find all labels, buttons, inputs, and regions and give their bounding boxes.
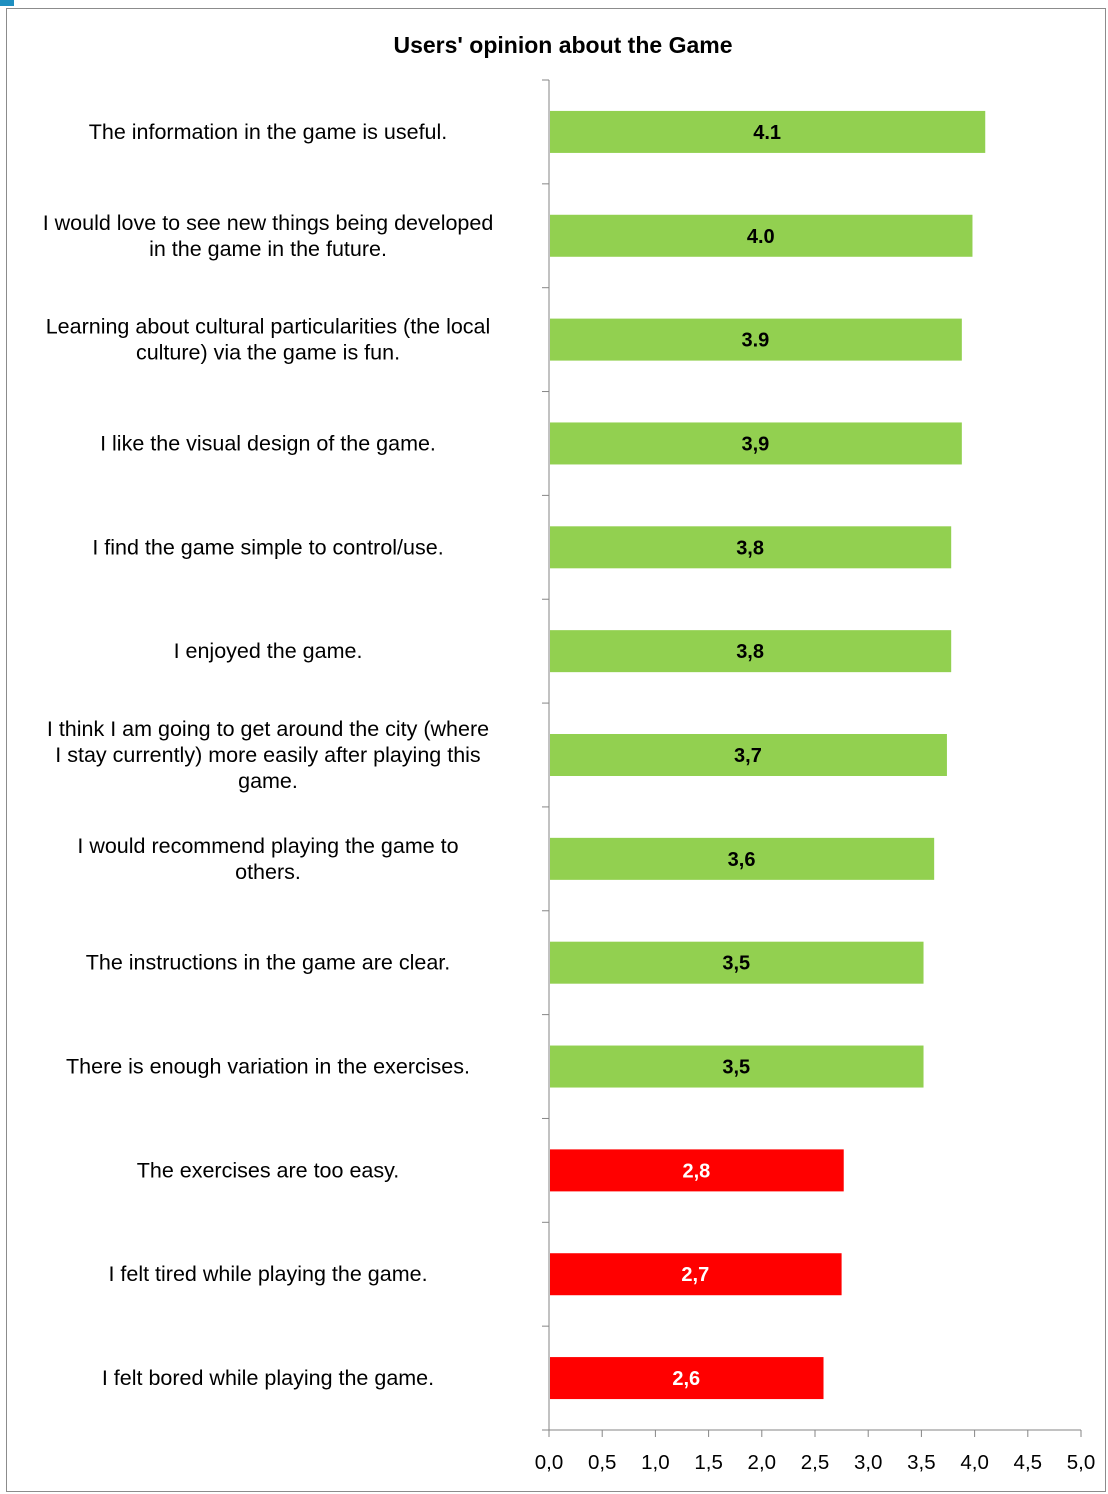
category-label-line: I find the game simple to control/use.	[92, 535, 443, 559]
axis-layer: 0,0 0,5 1,0 1,5 2,0 2,5 3,0 3,5 4,0 4,5 5,0	[535, 79, 1096, 1474]
bar	[550, 837, 935, 880]
category-label: I enjoyed the game.	[174, 639, 363, 663]
data-label: 2,6	[672, 1368, 700, 1390]
bar	[550, 110, 986, 153]
bar	[550, 214, 973, 257]
corner-accent-mark	[0, 0, 14, 6]
data-label: 4.0	[747, 226, 775, 248]
category-label-line: The exercises are too easy.	[137, 1158, 400, 1182]
category-label-line: Learning about cultural particularities …	[46, 315, 491, 339]
category-label: I would recommend playing the game to oth…	[77, 834, 458, 884]
data-label: 2,8	[682, 1160, 710, 1182]
x-tick-label: 2,0	[748, 1451, 777, 1474]
bar-layer: 4.1 4.0 3.9 3,9 3,8 3,8 3,7 3,6 3,5 3,5 2,8 2,7 2,6	[550, 110, 986, 1400]
x-tick-label: 4,5	[1014, 1451, 1043, 1474]
category-label-line: The information in the game is useful.	[89, 120, 448, 144]
category-label-line: The instructions in the game are clear.	[86, 951, 451, 975]
data-label: 3,6	[728, 849, 756, 871]
x-tick-label: 3,0	[854, 1451, 883, 1474]
bar	[550, 1149, 844, 1192]
category-label-line: I think I am going to get around the cit…	[47, 717, 489, 741]
category-label-line: There is enough variation in the exercis…	[66, 1055, 470, 1079]
x-tick-label: 4,0	[960, 1451, 989, 1474]
chart-title: Users' opinion about the Game	[393, 32, 732, 58]
category-label: Learning about cultural particularities …	[46, 315, 491, 365]
data-label: 3,8	[736, 641, 764, 663]
x-tick-label: 5,0	[1067, 1451, 1096, 1474]
category-label-layer: The information in the game is useful. I …	[43, 120, 494, 1390]
bar	[550, 941, 924, 984]
category-label-line: I felt tired while playing the game.	[108, 1262, 427, 1286]
data-label: 3,5	[722, 1057, 750, 1079]
category-label: I felt tired while playing the game.	[108, 1262, 427, 1286]
category-label: I felt bored while playing the game.	[102, 1366, 434, 1390]
bar	[550, 526, 952, 569]
x-tick-label: 3,5	[907, 1451, 936, 1474]
data-label: 3,8	[736, 537, 764, 559]
data-label: 2,7	[681, 1264, 709, 1286]
category-label-line: I like the visual design of the game.	[100, 431, 436, 455]
bar	[550, 1045, 924, 1088]
category-label-line: game.	[238, 769, 298, 793]
data-label: 3,5	[722, 953, 750, 975]
category-label-line: I would recommend playing the game to	[77, 834, 458, 858]
bar	[550, 1253, 842, 1296]
x-tick-label: 0,5	[588, 1451, 617, 1474]
category-label: There is enough variation in the exercis…	[66, 1055, 470, 1079]
category-label: I like the visual design of the game.	[100, 431, 436, 455]
data-label: 3,9	[742, 433, 770, 455]
bar	[550, 422, 962, 465]
category-label-line: I would love to see new things being dev…	[43, 211, 494, 235]
category-label: I think I am going to get around the cit…	[47, 717, 489, 793]
category-label-line: I enjoyed the game.	[174, 639, 363, 663]
category-label: The instructions in the game are clear.	[86, 951, 451, 975]
x-tick-label: 1,0	[641, 1451, 670, 1474]
category-label-line: others.	[235, 860, 301, 884]
x-tick-label: 0,0	[535, 1451, 564, 1474]
bar	[550, 734, 947, 776]
category-label-line: I felt bored while playing the game.	[102, 1366, 434, 1390]
data-label: 4.1	[753, 122, 781, 144]
category-label-line: culture) via the game is fun.	[136, 341, 400, 365]
category-label: The information in the game is useful.	[89, 120, 448, 144]
x-tick-label: 2,5	[801, 1451, 830, 1474]
category-label: I find the game simple to control/use.	[92, 535, 443, 559]
bar	[550, 630, 952, 673]
bar	[550, 1357, 824, 1400]
data-label: 3.9	[742, 330, 770, 352]
category-label: The exercises are too easy.	[137, 1158, 400, 1182]
category-label: I would love to see new things being dev…	[43, 211, 494, 261]
category-label-line: in the game in the future.	[149, 237, 387, 261]
data-label: 3,7	[734, 745, 762, 767]
bar	[550, 318, 962, 361]
category-label-line: I stay currently) more easily after play…	[55, 743, 480, 767]
x-tick-label: 1,5	[694, 1451, 723, 1474]
